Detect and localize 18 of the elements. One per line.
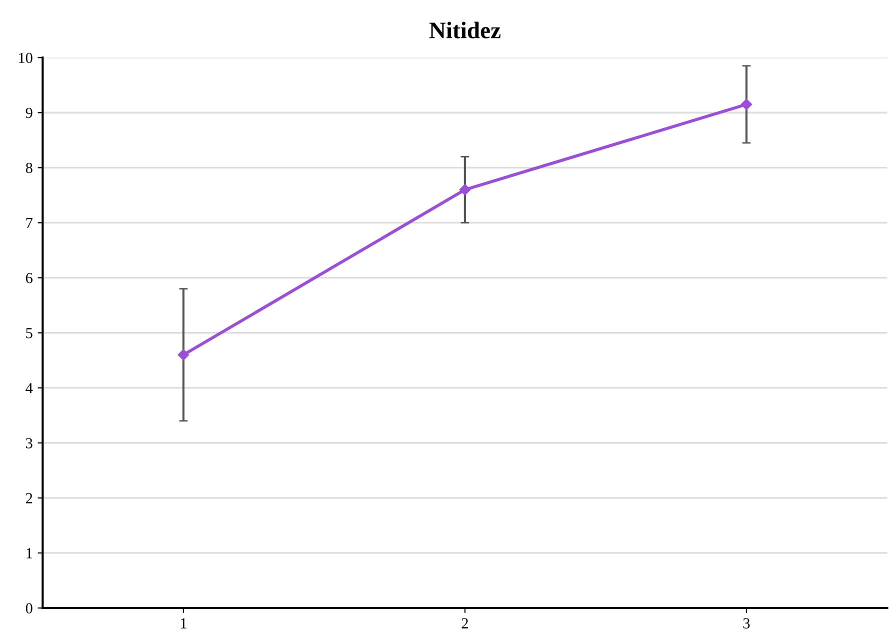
point bbox=[459, 184, 471, 196]
y-tick-label: 8 bbox=[26, 162, 32, 174]
x-tick-label: 1 bbox=[180, 618, 186, 628]
y-tick-label: 5 bbox=[26, 328, 32, 338]
y-tick-label: 2 bbox=[26, 493, 32, 504]
y-tick-label: 1 bbox=[26, 548, 32, 558]
y-tick-label: 10 bbox=[19, 52, 32, 64]
y-tick-label: 6 bbox=[26, 272, 32, 284]
y-tick-label: 0 bbox=[26, 603, 32, 614]
y-tick-label: 3 bbox=[26, 438, 32, 448]
point bbox=[740, 98, 752, 110]
y-tick-label: 7 bbox=[26, 218, 33, 228]
y-tick-label: 4 bbox=[26, 383, 33, 394]
chart-title: Nitidez bbox=[429, 22, 500, 38]
point bbox=[178, 349, 190, 360]
x-tick-label: 2 bbox=[462, 618, 468, 628]
x-tick-label: 3 bbox=[743, 618, 750, 628]
y-tick-label: 9 bbox=[26, 108, 32, 118]
